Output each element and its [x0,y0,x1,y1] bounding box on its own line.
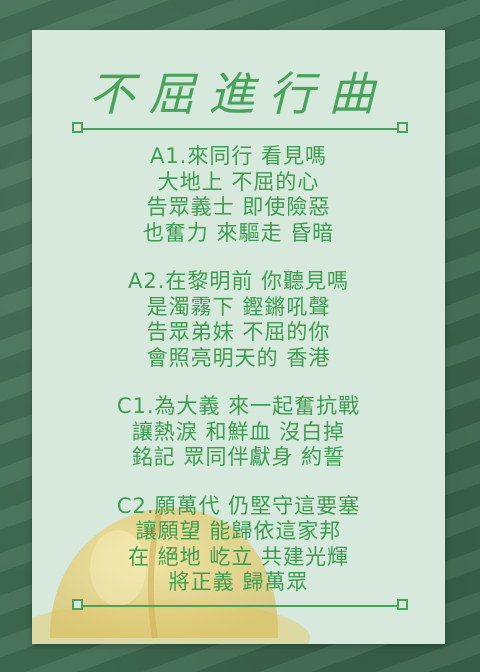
lyric-line: A1.來同行 看見嗎 [149,144,328,168]
lyric-line: 告眾義士 即使險惡 [146,195,331,219]
lyric-line: 會照亮明天的 香港 [146,345,331,370]
lyrics: A1.來同行 看見嗎 大地上 不屈的心 告眾義士 即使險惡 也奮力 來驅走 昏暗… [32,144,445,619]
stanza-c2: C2.願萬代 仍堅守這要塞 讓願望 能歸依這家邦 在 絕地 屹立 共建光輝 將正… [32,494,445,596]
lyric-line: 在 絕地 屹立 共建光輝 [127,544,350,569]
stanza-a2: A2.在黎明前 你聽見嗎 是濁霧下 鏗鏘吼聲 告眾弟妹 不屈的你 會照亮明天的 … [32,269,445,371]
lyric-line: 大地上 不屈的心 [157,169,320,194]
lyric-line: 讓熱淚 和鮮血 沒白掉 [131,419,346,444]
lyric-line: C1.為大義 來一起奮抗戰 [116,394,361,418]
lyric-line: 將正義 歸萬眾 [168,570,309,594]
lyric-line: 也奮力 來驅走 昏暗 [142,220,335,245]
lyric-line: 讓願望 能歸依這家邦 [135,519,342,543]
stanza-c1: C1.為大義 來一起奮抗戰 讓熱淚 和鮮血 沒白掉 銘記 眾同伴獻身 約誓 [32,394,445,471]
bottom-divider [72,598,408,614]
page-title: 不屈進行曲 [88,67,389,121]
lyric-line: A2.在黎明前 你聽見嗎 [127,269,350,293]
lyrics-card: 不屈進行曲 A1.來同行 看見嗎 大地上 不屈的心 告眾義士 即使險惡 也奮力 … [32,30,445,644]
top-divider [72,121,408,137]
lyric-line: 銘記 眾同伴獻身 約誓 [131,445,346,469]
lyric-line: 是濁霧下 鏗鏘吼聲 [146,294,331,319]
lyric-line: 告眾弟妹 不屈的你 [146,320,331,344]
lyric-line: C2.願萬代 仍堅守這要塞 [116,493,361,518]
stanza-a1: A1.來同行 看見嗎 大地上 不屈的心 告眾義士 即使險惡 也奮力 來驅走 昏暗 [32,144,445,246]
